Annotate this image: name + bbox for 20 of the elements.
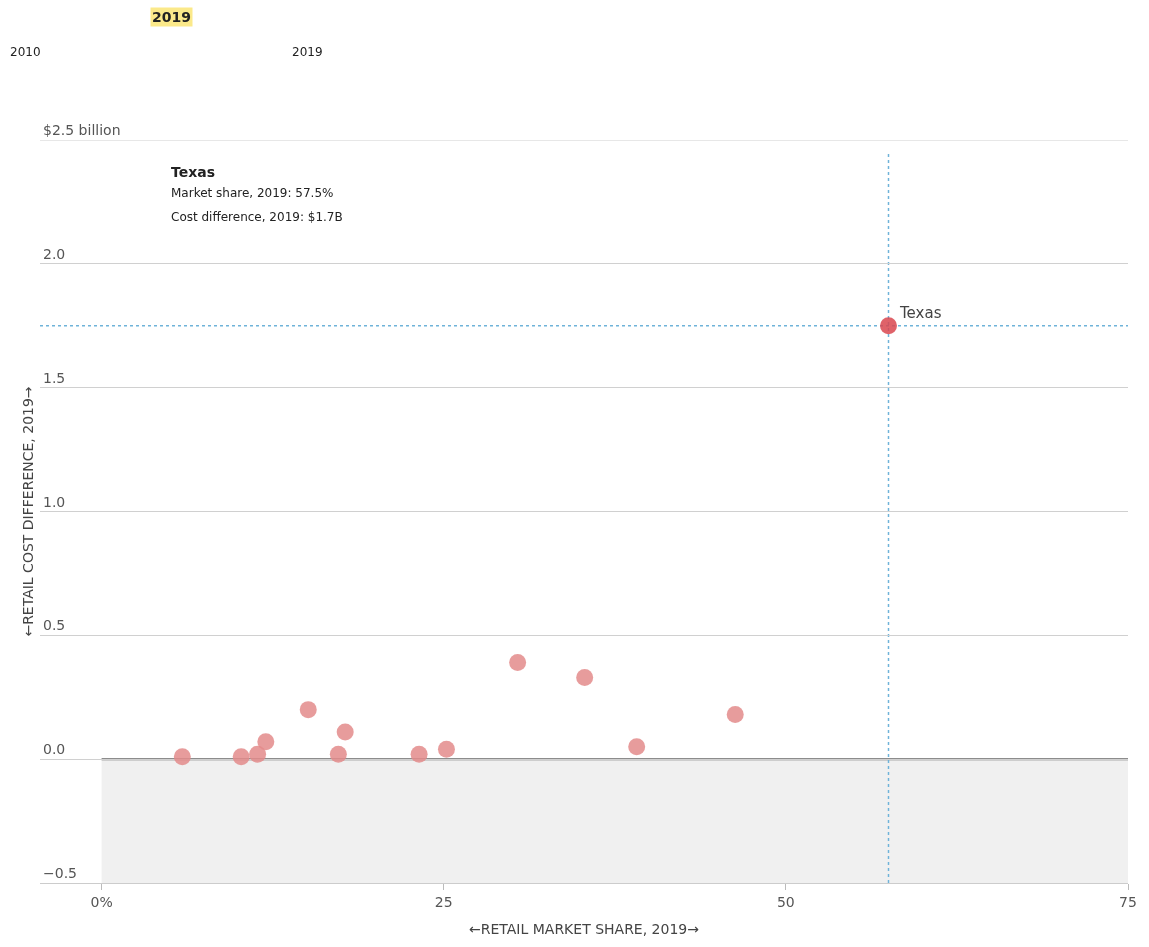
text: 2019 bbox=[292, 45, 323, 59]
annotation: Market share, 2019: 57.5% bbox=[171, 186, 334, 200]
text: 2010 bbox=[10, 45, 41, 59]
x-tick-label: 0% bbox=[90, 893, 113, 910]
annotation: Cost difference, 2019: $1.7B bbox=[171, 210, 343, 224]
y-tick-label: 0.5 bbox=[43, 617, 66, 634]
annotation: Texas bbox=[899, 304, 942, 322]
y-tick-label: 1.0 bbox=[43, 493, 66, 510]
text: 2019 bbox=[152, 9, 191, 25]
annotation: Texas bbox=[171, 164, 215, 180]
x-tick-label: 25 bbox=[434, 893, 453, 910]
x-tick-label: 50 bbox=[776, 893, 795, 910]
x-tick-label: 75 bbox=[1119, 893, 1137, 910]
y-tick-label: 0.0 bbox=[43, 741, 66, 758]
y-tick-label: 1.5 bbox=[43, 369, 66, 386]
y-tick-label: $2.5 billion bbox=[43, 122, 121, 139]
y-tick-label: 2.0 bbox=[43, 245, 66, 262]
y-tick-label: −0.5 bbox=[43, 865, 77, 882]
y-axis-title: ←RETAIL COST DIFFERENCE, 2019→ bbox=[19, 386, 36, 637]
x-axis-title: ←RETAIL MARKET SHARE, 2019→ bbox=[469, 921, 700, 938]
